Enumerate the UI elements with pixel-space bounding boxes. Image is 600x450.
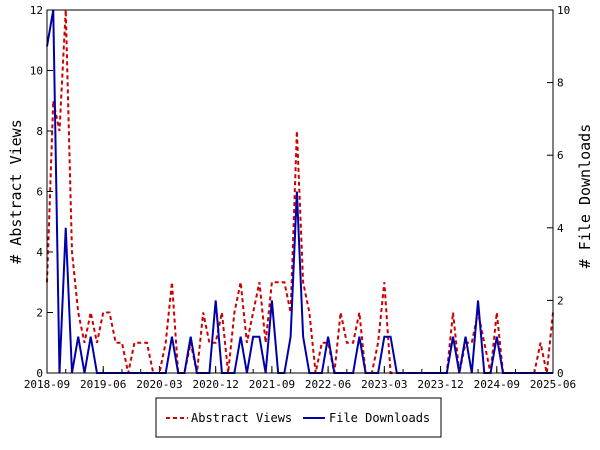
left-tick-label: 2 <box>36 307 43 320</box>
right-tick-label: 0 <box>557 367 564 380</box>
right-axis-title: # File Downloads <box>576 124 594 269</box>
left-tick-label: 6 <box>36 186 43 199</box>
x-axis-ticks: 2018-09 2019-06 2020-03 2020-12 2021-09 2022-… <box>24 366 576 391</box>
x-tick-label: 2022-06 <box>305 378 351 391</box>
left-axis-title: # Abstract Views <box>7 119 25 264</box>
x-tick-label: 2023-03 <box>361 378 407 391</box>
series-line-abstract-views <box>46 9 554 374</box>
left-tick-label: 10 <box>30 65 43 78</box>
x-tick-label: 2020-12 <box>192 378 238 391</box>
legend-label-abstract-views: Abstract Views <box>191 411 292 425</box>
right-axis-ticks: 0 2 4 6 8 10 <box>547 4 570 380</box>
x-tick-label: 2023-12 <box>417 378 463 391</box>
x-tick-label: 2020-03 <box>136 378 182 391</box>
right-tick-label: 4 <box>557 222 564 235</box>
right-tick-label: 8 <box>557 77 564 90</box>
x-tick-label: 2019-06 <box>80 378 126 391</box>
left-tick-label: 12 <box>30 4 43 17</box>
left-tick-label: 8 <box>36 125 43 138</box>
plot-frame <box>46 9 554 374</box>
legend-label-file-downloads: File Downloads <box>329 411 430 425</box>
x-tick-label: 2021-09 <box>249 378 295 391</box>
x-tick-label: 2025-06 <box>530 378 576 391</box>
legend: Abstract Views File Downloads <box>155 397 442 438</box>
right-tick-label: 10 <box>557 4 570 17</box>
left-tick-label: 0 <box>36 367 43 380</box>
right-tick-label: 6 <box>557 149 564 162</box>
right-tick-label: 2 <box>557 294 564 307</box>
x-tick-label: 2024-09 <box>474 378 520 391</box>
left-tick-label: 4 <box>36 246 43 259</box>
x-tick-label: 2018-09 <box>24 378 70 391</box>
legend-box <box>155 397 442 438</box>
